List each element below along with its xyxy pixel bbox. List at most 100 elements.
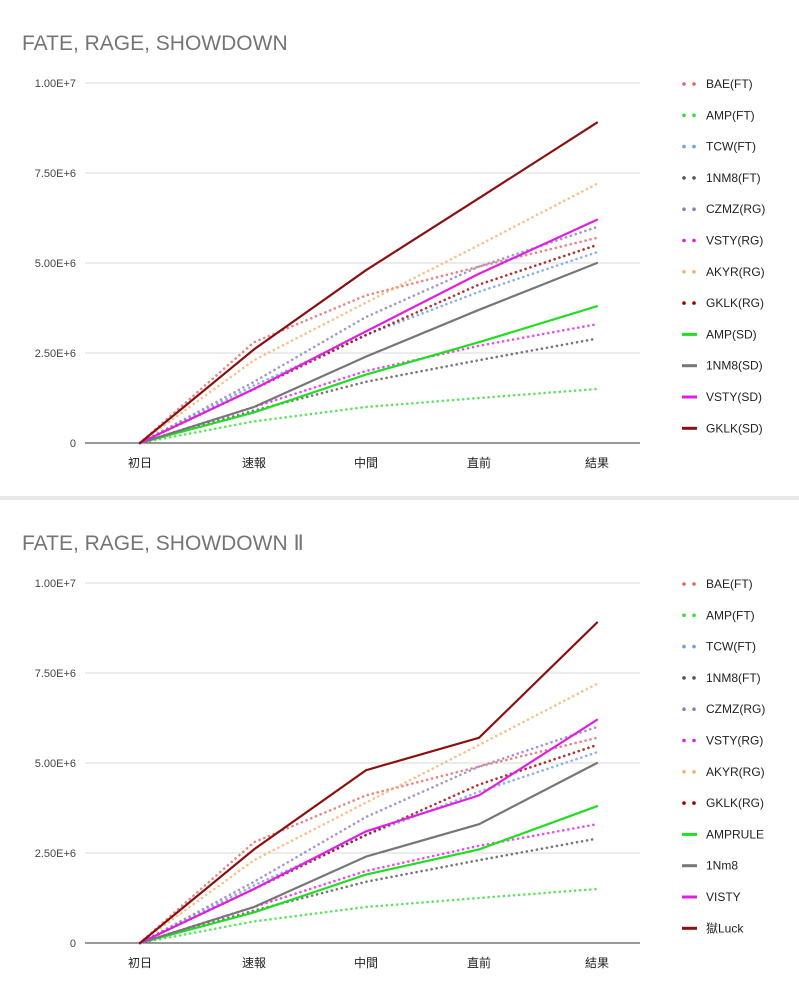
series-line-9 [138, 261, 599, 445]
series-line-6 [138, 182, 599, 445]
x-tick-label: 結果 [585, 956, 609, 970]
y-tick-label: 0 [70, 938, 76, 950]
y-tick-label: 7.50E+6 [35, 168, 76, 180]
series-line-2 [138, 250, 599, 445]
series-line-3 [138, 337, 599, 445]
series-line-9 [138, 761, 599, 945]
legend-marker [692, 801, 696, 805]
x-tick-label: 初日 [128, 456, 152, 470]
legend-marker [692, 270, 696, 274]
legend-marker [682, 676, 686, 680]
y-tick-label: 5.00E+6 [35, 758, 76, 770]
legend-marker [682, 644, 686, 649]
chart-panel-2: FATE, RAGE, SHOWDOWN Ⅱ 0 2.50E+6 5.00E+6 7.5… [0, 500, 799, 996]
legend-marker [692, 238, 696, 243]
legend-label: 1Nm8 [706, 859, 738, 873]
legend-marker [692, 207, 696, 211]
legend-marker [692, 707, 696, 711]
series-line-1 [138, 887, 599, 945]
series-line-4 [138, 225, 599, 445]
legend-label: AKYR(RG) [706, 765, 765, 779]
series-line-11 [138, 621, 599, 945]
x-tick-label: 初日 [128, 956, 152, 970]
legend-marker [682, 707, 686, 711]
x-tick-label: 中間 [354, 955, 378, 970]
legend-marker [692, 301, 696, 305]
legend-marker [682, 770, 686, 774]
series-line-1 [138, 387, 599, 445]
series-line-3 [138, 837, 599, 945]
series-line-4 [138, 725, 599, 945]
legend-marker [692, 144, 696, 149]
legend-label: AMPRULE [706, 827, 764, 841]
x-tick-label: 速報 [242, 956, 266, 970]
legend-marker [682, 82, 686, 86]
legend-marker [682, 113, 686, 118]
series-line-5 [138, 322, 599, 445]
legend-label: VSTY(SD) [706, 390, 762, 404]
series-line-8 [138, 305, 599, 445]
legend-label: 獄Luck [706, 921, 744, 935]
legend-marker [682, 207, 686, 211]
series-line-11 [138, 121, 599, 445]
legend-marker [692, 582, 696, 586]
legend-marker [692, 176, 696, 180]
legend-marker [692, 82, 696, 86]
series-line-10 [138, 218, 599, 445]
legend-label: 1NM8(FT) [706, 171, 761, 185]
legend-marker [692, 770, 696, 774]
series-line-0 [138, 236, 599, 445]
x-tick-label: 直前 [467, 455, 491, 470]
legend-marker [692, 613, 696, 618]
legend-marker [692, 113, 696, 118]
series-line-7 [138, 743, 599, 945]
legend-label: 1NM8(FT) [706, 671, 761, 685]
chart-title: FATE, RAGE, SHOWDOWN Ⅱ [22, 532, 304, 555]
legend-label: CZMZ(RG) [706, 202, 765, 216]
legend-label: GKLK(RG) [706, 296, 764, 310]
series-line-10 [138, 718, 599, 945]
y-tick-label: 2.50E+6 [35, 848, 76, 860]
series-line-2 [138, 750, 599, 945]
chart-panel-1: FATE, RAGE, SHOWDOWN 0 2.50E+6 5.00E+6 7.50E… [0, 0, 799, 496]
legend-label: BAE(FT) [706, 77, 753, 91]
x-tick-label: 速報 [242, 456, 266, 470]
y-tick-label: 0 [70, 438, 76, 450]
legend-marker [692, 676, 696, 680]
legend-marker [682, 582, 686, 586]
legend-label: GKLK(SD) [706, 421, 763, 435]
y-tick-label: 5.00E+6 [35, 258, 76, 270]
legend-label: 1NM8(SD) [706, 359, 763, 373]
series-line-7 [138, 243, 599, 445]
legend-label: TCW(FT) [706, 140, 756, 154]
legend-label: VSTY(RG) [706, 734, 763, 748]
chart-title: FATE, RAGE, SHOWDOWN [22, 32, 288, 55]
y-tick-label: 1.00E+7 [35, 578, 76, 590]
series-line-6 [138, 682, 599, 945]
legend-marker [682, 738, 686, 743]
legend-marker [682, 613, 686, 618]
y-tick-label: 1.00E+7 [35, 78, 76, 90]
legend-label: BAE(FT) [706, 577, 753, 591]
legend-marker [692, 644, 696, 649]
line-chart-2: FATE, RAGE, SHOWDOWN Ⅱ 0 2.50E+6 5.00E+6 7.5… [22, 532, 765, 970]
series-line-0 [138, 736, 599, 945]
legend-marker [682, 144, 686, 149]
legend-marker [682, 270, 686, 274]
legend-marker [682, 176, 686, 180]
legend-label: VISTY [706, 890, 741, 904]
legend-label: VSTY(RG) [706, 234, 763, 248]
y-tick-label: 2.50E+6 [35, 348, 76, 360]
series-line-8 [138, 805, 599, 945]
y-tick-label: 7.50E+6 [35, 668, 76, 680]
x-tick-label: 直前 [467, 955, 491, 970]
legend-label: AMP(SD) [706, 327, 757, 341]
x-tick-label: 中間 [354, 455, 378, 470]
legend-marker [692, 738, 696, 743]
line-chart-1: FATE, RAGE, SHOWDOWN 0 2.50E+6 5.00E+6 7.50E… [22, 32, 765, 470]
legend-label: GKLK(RG) [706, 796, 764, 810]
legend-label: AKYR(RG) [706, 265, 765, 279]
series-line-5 [138, 822, 599, 945]
legend-marker [682, 238, 686, 243]
legend-marker [682, 301, 686, 305]
